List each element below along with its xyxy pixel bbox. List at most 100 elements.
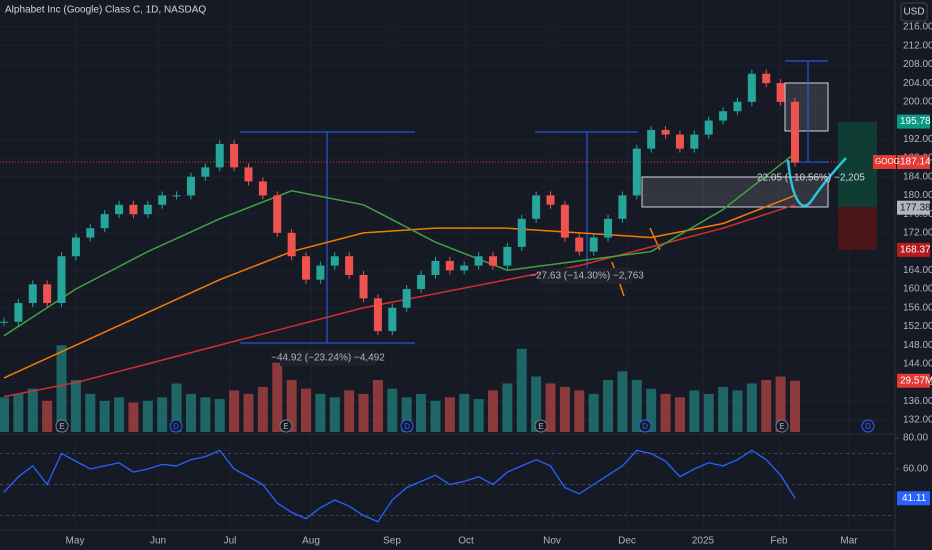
y-tick-label: 172.00 <box>903 227 932 238</box>
volume-bar <box>502 383 513 432</box>
volume-bar <box>732 390 743 432</box>
candle <box>647 129 656 149</box>
range-box <box>641 176 829 208</box>
volume-bar <box>315 393 326 432</box>
axes: 216.00212.00208.00204.00200.00192.00188.… <box>66 22 932 547</box>
y-tick-label: 216.00 <box>903 22 932 33</box>
volume-bar <box>257 386 268 432</box>
price-tag <box>897 242 930 257</box>
y-tick-label: 192.00 <box>903 134 932 145</box>
currency[interactable]: USD <box>903 7 924 18</box>
moving-average <box>3 194 796 379</box>
candle <box>115 204 124 215</box>
candle <box>704 120 713 135</box>
candle <box>388 307 397 332</box>
y-tick-label: 164.00 <box>903 265 932 276</box>
measure-label: −27.63 (−14.30%) −2,763 <box>530 271 644 282</box>
candle <box>791 101 799 163</box>
volume-bar <box>401 397 412 432</box>
volume-bar <box>229 390 240 432</box>
candle <box>762 73 771 84</box>
candle <box>287 232 296 257</box>
volume-bar <box>114 397 125 432</box>
candle <box>0 321 8 323</box>
measure-label: −44.92 (−23.24%) −4,492 <box>271 353 385 364</box>
event-label: D <box>404 422 410 431</box>
volume-bar <box>372 380 383 432</box>
volume-bar <box>70 380 81 432</box>
candle <box>719 111 728 121</box>
y-tick-label: 204.00 <box>903 78 932 89</box>
volume-bar <box>718 386 729 432</box>
candle <box>86 228 95 238</box>
x-tick-label: May <box>66 536 85 547</box>
x-tick-label: Sep <box>383 536 401 547</box>
y-tick-label: 152.00 <box>903 321 932 332</box>
x-tick-label: Jun <box>150 536 166 547</box>
candle <box>474 256 483 266</box>
y-tick-label: 212.00 <box>903 40 932 51</box>
candle <box>546 195 555 205</box>
volume-bar <box>646 388 657 432</box>
event-marker <box>400 419 414 433</box>
volume-bar <box>243 393 254 432</box>
candle <box>747 73 756 102</box>
volume-bar <box>301 388 312 432</box>
price-tag-label: 187.14 <box>900 157 931 168</box>
x-tick-label: 2025 <box>692 536 715 547</box>
event-label: D <box>173 422 179 431</box>
label-box <box>280 350 376 366</box>
candle <box>532 195 541 219</box>
candle <box>258 181 267 196</box>
price-tag <box>897 200 930 215</box>
symbol-tag <box>873 155 896 170</box>
measure-labels: −44.92 (−23.24%) −4,492 −27.63 (−14.30%)… <box>271 173 865 366</box>
volume-bar <box>128 402 139 432</box>
x-tick-label: Aug <box>302 536 320 547</box>
candle <box>690 134 699 149</box>
volume-bar <box>142 400 153 432</box>
volume-bar <box>358 393 369 432</box>
volume-bar <box>85 393 96 432</box>
candle <box>417 274 426 289</box>
candle <box>675 134 684 149</box>
x-tick-label: Dec <box>618 536 636 547</box>
volume-bar <box>416 393 427 432</box>
y-tick-label: 156.00 <box>903 302 932 313</box>
rsi-line <box>3 449 796 523</box>
volume-tag-label: 29.57M <box>900 375 932 386</box>
candle <box>618 195 627 219</box>
candle <box>28 284 37 304</box>
volume-bar <box>286 380 297 432</box>
volume-bar <box>272 362 283 432</box>
moving-average <box>3 152 796 337</box>
event-marker <box>534 419 548 433</box>
candle <box>330 256 339 266</box>
event-marker <box>279 419 293 433</box>
rsi-tag <box>897 491 930 506</box>
candle <box>488 256 497 266</box>
volume-bar <box>459 393 470 432</box>
candle <box>776 83 785 102</box>
event-marker <box>775 419 789 433</box>
candle <box>445 260 454 271</box>
candle <box>244 167 253 182</box>
candle <box>57 256 66 304</box>
event-label: E <box>538 422 543 431</box>
price-tag-label: 195.78 <box>900 116 931 127</box>
y-tick-label: 144.00 <box>903 358 932 369</box>
candle <box>230 143 239 168</box>
volume-bar <box>617 371 628 432</box>
volume-bar <box>200 397 211 432</box>
candle <box>733 101 742 112</box>
projection-curve <box>786 157 847 207</box>
event-label: E <box>779 422 784 431</box>
candle <box>43 284 52 304</box>
volume-bar <box>171 383 182 432</box>
candle <box>661 129 670 135</box>
volume-bar <box>574 390 585 432</box>
currency-button[interactable] <box>900 2 928 22</box>
volume-bar <box>603 380 614 432</box>
volume-bar <box>42 400 53 432</box>
